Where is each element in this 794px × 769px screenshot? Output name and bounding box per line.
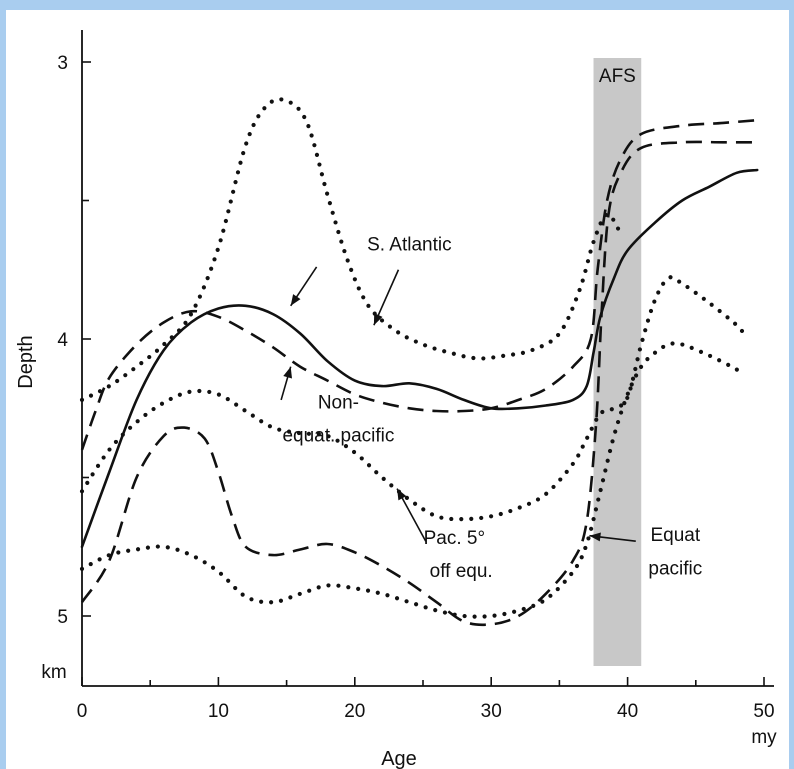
series-line-s-atlantic xyxy=(80,168,759,549)
equat-pacific-arrowhead xyxy=(589,532,601,542)
y-tick-label: 5 xyxy=(57,607,68,628)
series-line-non-equat-pacific xyxy=(80,118,758,451)
x-tick-label: 20 xyxy=(344,701,365,722)
series-line-upper-envelope xyxy=(79,97,623,402)
afs-band-label: AFS xyxy=(599,66,636,87)
series-line-lower-dotted xyxy=(79,341,746,619)
x-tick-label: 50 xyxy=(753,701,774,722)
x-axis-title: Age xyxy=(381,748,417,769)
x-tick-label: 40 xyxy=(617,701,638,722)
chart-frame: AFS 3 4 5 km 0 10 20 30 40 50 my Age Depth S. Atlant… xyxy=(6,10,789,769)
annotation-equat-pacific: equat. pacific xyxy=(282,425,394,446)
upper-dotted-arrowhead xyxy=(373,313,383,326)
x-unit-label: my xyxy=(751,727,777,748)
non-equat-pacific-arrowhead xyxy=(283,366,292,379)
annotation-pac-5: Pac. 5° xyxy=(424,528,485,549)
y-tick-label: 3 xyxy=(57,53,68,74)
x-tick-label: 0 xyxy=(77,701,88,722)
depth-age-chart: AFS 3 4 5 km 0 10 20 30 40 50 my Age Depth S. Atlant… xyxy=(15,30,777,769)
series-line-pac-5-off-equ xyxy=(80,140,758,627)
annotation-pacific: pacific xyxy=(648,558,702,579)
annotation-equat: Equat xyxy=(651,525,701,546)
annotation-s-atlantic: S. Atlantic xyxy=(367,234,452,255)
s-atlantic-arrowhead xyxy=(290,294,301,306)
annotation-non: Non- xyxy=(318,392,359,413)
afs-band xyxy=(593,58,642,666)
annotation-off-equ: off equ. xyxy=(430,561,493,582)
y-axis-title: Depth xyxy=(15,335,37,388)
y-tick-label: 4 xyxy=(57,330,68,351)
x-tick-label: 30 xyxy=(481,701,502,722)
series-line-middle-dotted xyxy=(79,275,746,522)
y-unit-label: km xyxy=(41,662,66,683)
x-tick-label: 10 xyxy=(208,701,229,722)
pac-5-off-equ-arrowhead xyxy=(397,488,407,501)
